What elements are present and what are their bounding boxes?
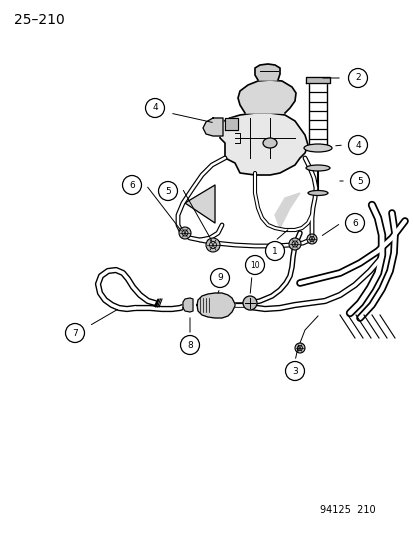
Polygon shape	[274, 193, 299, 228]
Polygon shape	[197, 293, 235, 318]
Ellipse shape	[305, 165, 329, 171]
Text: 7: 7	[72, 328, 78, 337]
Text: 10: 10	[249, 261, 259, 270]
Circle shape	[265, 241, 284, 261]
Ellipse shape	[303, 144, 331, 152]
Circle shape	[122, 175, 141, 195]
Polygon shape	[185, 185, 214, 223]
Ellipse shape	[307, 190, 327, 196]
Circle shape	[348, 69, 367, 87]
Text: 6: 6	[129, 181, 135, 190]
Circle shape	[206, 238, 219, 252]
Text: 94125  210: 94125 210	[319, 505, 375, 515]
Circle shape	[345, 214, 363, 232]
Circle shape	[306, 234, 316, 244]
Circle shape	[245, 255, 264, 274]
Circle shape	[288, 238, 300, 250]
Text: 3: 3	[292, 367, 297, 376]
Text: 5: 5	[165, 187, 171, 196]
Text: 6: 6	[351, 219, 357, 228]
Circle shape	[180, 335, 199, 354]
Circle shape	[348, 135, 367, 155]
Polygon shape	[202, 118, 223, 136]
Text: 2: 2	[354, 74, 360, 83]
Polygon shape	[183, 298, 192, 312]
Circle shape	[145, 99, 164, 117]
Circle shape	[242, 296, 256, 310]
Circle shape	[178, 227, 190, 239]
Polygon shape	[224, 118, 237, 130]
Circle shape	[158, 182, 177, 200]
Ellipse shape	[262, 138, 276, 148]
Text: 25–210: 25–210	[14, 13, 64, 27]
Polygon shape	[237, 80, 295, 113]
Circle shape	[350, 172, 369, 190]
Text: 9: 9	[216, 273, 222, 282]
Text: 5: 5	[356, 176, 362, 185]
Circle shape	[65, 324, 84, 343]
Text: 8: 8	[187, 341, 192, 350]
Circle shape	[294, 343, 304, 353]
Polygon shape	[305, 77, 329, 83]
Polygon shape	[219, 113, 307, 175]
Circle shape	[210, 269, 229, 287]
Text: 4: 4	[354, 141, 360, 149]
Circle shape	[285, 361, 304, 381]
Text: 1: 1	[271, 246, 277, 255]
Polygon shape	[254, 64, 279, 80]
Text: 4: 4	[152, 103, 157, 112]
